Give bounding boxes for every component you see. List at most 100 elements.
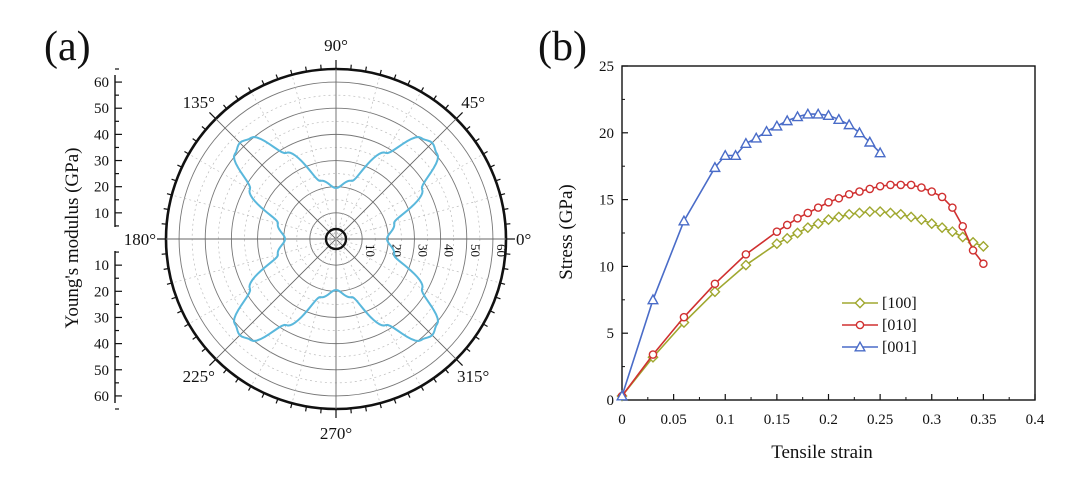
polar-outer-tick	[223, 368, 228, 374]
data-point	[709, 286, 721, 298]
line-chart: 0 0.05 0.1 0.15 0.2 0.25 0.3 0.35 0.4 0 5 10 15 20 25 […	[599, 59, 1045, 428]
polar-angle-label: 0°	[516, 230, 531, 249]
data-point	[646, 293, 659, 305]
polar-outer-tick	[209, 112, 217, 120]
polar-outer-tick	[163, 208, 169, 211]
data-point	[917, 183, 926, 192]
polar-outer-tick	[433, 95, 437, 101]
series-2	[616, 107, 887, 401]
polar-outer-tick	[209, 358, 217, 366]
data-point	[864, 206, 876, 218]
series-line	[621, 113, 881, 397]
polar-spoke	[291, 238, 337, 404]
legend-marker	[855, 320, 865, 330]
data-point	[772, 227, 782, 236]
polar-outer-tick	[495, 296, 501, 300]
polar-outer-tick	[489, 310, 495, 314]
data-point	[863, 135, 876, 147]
polar-y-tick-label: 10	[94, 206, 109, 222]
x-tick-label: 0	[618, 412, 626, 428]
polar-y-tick-label: 30	[94, 310, 109, 326]
polar-radial-tick-label: 20	[389, 244, 404, 257]
polar-outer-tick	[184, 150, 190, 155]
data-point	[884, 207, 897, 219]
line-y-axis-title: Stress (GPa)	[556, 184, 577, 280]
series-1	[617, 180, 988, 401]
polar-spoke	[171, 238, 337, 284]
polar-outer-tick	[290, 69, 293, 75]
legend-label: [010]	[882, 317, 917, 334]
polar-outer-tick	[393, 74, 397, 80]
polar-outer-tick	[235, 95, 239, 101]
data-point	[844, 189, 854, 199]
panel-a-label: (a)	[44, 24, 91, 70]
data-point	[801, 107, 814, 119]
data-point	[739, 137, 752, 149]
polar-spoke	[250, 91, 337, 240]
polar-radial-tick-label: 40	[442, 244, 457, 257]
polar-modulus-curve	[232, 135, 440, 343]
legend-label: [001]	[882, 339, 917, 356]
polar-outer-tick	[364, 406, 367, 412]
polar-y-tick-label: 40	[94, 127, 109, 143]
polar-outer-tick	[379, 403, 382, 409]
data-point	[802, 222, 814, 234]
data-point	[813, 203, 823, 212]
polar-spoke	[215, 238, 337, 360]
polar-radial-tick-label: 50	[468, 244, 483, 257]
series-0	[616, 206, 989, 402]
polar-outer-tick	[364, 66, 367, 72]
data-point	[677, 214, 690, 226]
data-point	[793, 214, 802, 223]
polar-outer-tick	[495, 178, 501, 182]
legend-marker	[854, 297, 866, 309]
polar-angle-label: 180°	[124, 230, 156, 249]
polar-outer-tick	[305, 66, 308, 72]
data-point	[708, 161, 721, 173]
data-point	[679, 312, 689, 322]
polar-outer-tick	[201, 347, 207, 352]
data-point	[803, 208, 813, 218]
data-point	[824, 197, 833, 207]
data-point	[948, 203, 957, 212]
data-point	[740, 259, 752, 271]
x-tick-label: 0.25	[867, 412, 893, 428]
data-point	[832, 113, 845, 124]
data-point	[855, 187, 864, 196]
polar-spoke	[335, 74, 381, 240]
polar-spoke	[335, 238, 381, 404]
legend-marker	[854, 340, 866, 352]
data-point	[791, 227, 804, 239]
polar-outer-tick	[261, 80, 265, 86]
polar-outer-tick	[465, 126, 471, 131]
polar-outer-tick	[247, 385, 252, 391]
polar-spoke	[171, 194, 337, 240]
data-point	[771, 238, 783, 250]
panel-b-label: (b)	[538, 24, 587, 70]
polar-outer-tick	[290, 403, 293, 409]
polar-angle-label: 45°	[461, 93, 485, 112]
polar-outer-tick	[503, 267, 509, 270]
data-point	[648, 350, 658, 359]
y-tick-label: 20	[599, 126, 614, 142]
polar-y-tick-label: 60	[94, 389, 109, 405]
data-point	[874, 146, 887, 158]
polar-outer-tick	[444, 368, 449, 374]
x-tick-label: 0.35	[970, 412, 996, 428]
y-tick-label: 0	[607, 393, 615, 409]
data-point	[915, 214, 928, 226]
y-tick-label: 25	[599, 59, 614, 75]
polar-spoke	[291, 74, 337, 240]
polar-spoke	[335, 153, 484, 240]
polar-spoke	[335, 238, 457, 360]
data-point	[741, 250, 751, 259]
data-point	[886, 180, 895, 190]
polar-outer-tick	[455, 112, 463, 120]
data-point	[833, 211, 845, 223]
polar-outer-tick	[455, 358, 463, 366]
data-point	[729, 149, 742, 161]
polar-radial-tick-label: 30	[415, 244, 430, 257]
polar-outer-tick	[482, 150, 488, 155]
data-point	[812, 218, 824, 230]
